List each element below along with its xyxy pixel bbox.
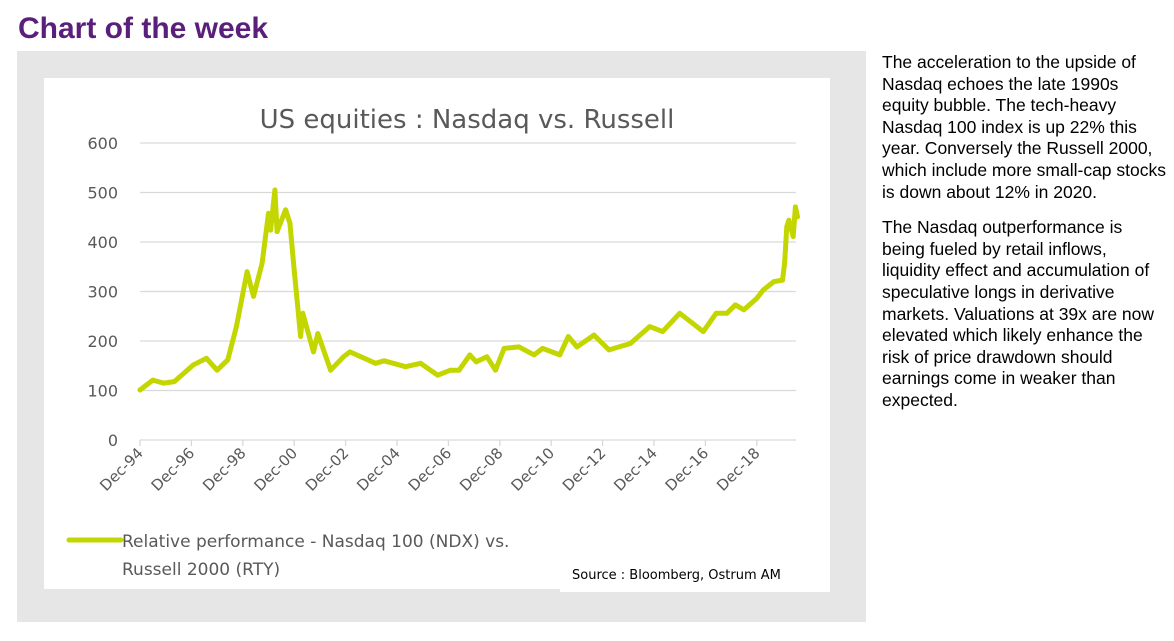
- data-point: [283, 207, 289, 213]
- data-point: [700, 329, 706, 334]
- data-point: [516, 344, 522, 350]
- y-tick-label: 600: [87, 134, 118, 153]
- data-point: [150, 377, 156, 383]
- data-point: [341, 354, 346, 360]
- data-point: [792, 204, 798, 210]
- data-point: [251, 294, 256, 299]
- data-point: [660, 329, 665, 334]
- source-text: Source : Bloomberg, Ostrum AM: [572, 568, 781, 583]
- data-point: [191, 362, 196, 368]
- x-tick-label: Dec-02: [302, 444, 353, 495]
- data-point: [565, 334, 571, 339]
- data-point: [456, 367, 462, 373]
- series-line: [137, 187, 800, 393]
- commentary: The acceleration to the upside of Nasdaq…: [882, 52, 1167, 426]
- data-point: [347, 349, 353, 355]
- data-point: [606, 347, 612, 353]
- data-point: [225, 357, 231, 363]
- data-point: [287, 220, 293, 226]
- y-tick-label: 500: [87, 184, 118, 203]
- legend: Relative performance - Nasdaq 100 (NDX) …: [66, 532, 509, 580]
- x-tick-label: Dec-18: [713, 444, 764, 495]
- data-point: [300, 310, 306, 316]
- x-tick-label: Dec-06: [405, 444, 456, 495]
- y-tick-label: 300: [87, 283, 118, 302]
- data-point: [713, 310, 719, 316]
- chart-area: US equities : Nasdaq vs. Russell 0 100 200…: [44, 78, 830, 589]
- y-tick-label: 200: [87, 332, 118, 351]
- x-tick-label: Dec-94: [96, 444, 147, 495]
- data-point: [266, 210, 271, 216]
- data-point: [259, 260, 265, 266]
- data-point: [418, 360, 423, 366]
- x-tick-label: Dec-96: [148, 444, 199, 495]
- data-point: [784, 224, 790, 230]
- data-point: [724, 310, 730, 316]
- source-note: Source : Bloomberg, Ostrum AM: [560, 563, 830, 592]
- data-point: [677, 310, 683, 316]
- data-point: [574, 344, 580, 350]
- data-point: [591, 332, 597, 338]
- data-point: [291, 267, 297, 273]
- data-point: [233, 324, 239, 330]
- line-chart: US equities : Nasdaq vs. Russell 0 100 200…: [66, 105, 800, 580]
- data-point: [647, 324, 653, 330]
- data-point: [531, 352, 537, 358]
- x-tick-label: Dec-16: [662, 444, 713, 495]
- x-tick-label: Dec-98: [199, 444, 250, 495]
- x-tick-label: Dec-10: [507, 444, 558, 495]
- y-tick-label: 0: [108, 431, 118, 450]
- data-point: [435, 372, 441, 378]
- data-point: [403, 364, 408, 370]
- data-point: [760, 287, 766, 293]
- data-point: [501, 346, 507, 351]
- data-point: [268, 227, 274, 233]
- data-point: [732, 302, 738, 308]
- data-point: [782, 260, 788, 266]
- x-tick-label: Dec-04: [353, 444, 404, 495]
- data-point: [328, 367, 334, 373]
- data-point: [690, 320, 695, 326]
- data-point: [244, 269, 250, 275]
- data-point: [137, 387, 143, 393]
- data-point: [171, 379, 177, 384]
- data-point: [484, 354, 490, 360]
- commentary-paragraph: The Nasdaq outperformance is being fuele…: [882, 217, 1155, 410]
- y-tick-label: 100: [87, 382, 118, 401]
- chart-title: US equities : Nasdaq vs. Russell: [260, 105, 675, 135]
- data-point: [790, 234, 796, 239]
- y-tick-label: 400: [87, 233, 118, 252]
- data-point: [161, 380, 166, 386]
- data-point: [315, 331, 321, 336]
- x-tick-label: Dec-12: [559, 444, 610, 495]
- legend-label-line2: Russell 2000 (RTY): [122, 560, 280, 580]
- data-point: [493, 367, 498, 373]
- data-point: [540, 346, 546, 351]
- commentary-paragraph: The acceleration to the upside of Nasdaq…: [882, 52, 1166, 202]
- data-point: [557, 352, 563, 358]
- data-point: [628, 341, 633, 346]
- x-tick-label: Dec-08: [456, 444, 507, 495]
- data-point: [786, 217, 792, 223]
- data-point: [754, 296, 760, 301]
- legend-label-line1: Relative performance - Nasdaq 100 (NDX) …: [122, 532, 509, 552]
- data-point: [373, 360, 378, 366]
- data-point: [473, 359, 479, 365]
- data-point: [780, 277, 785, 283]
- data-point: [203, 355, 209, 361]
- data-point: [448, 367, 453, 373]
- data-point: [298, 334, 304, 339]
- data-point: [741, 307, 747, 313]
- data-point: [771, 279, 777, 284]
- data-point: [381, 358, 387, 364]
- data-point: [272, 187, 278, 193]
- data-point: [214, 367, 220, 373]
- data-point: [274, 229, 280, 235]
- x-tick-label: Dec-00: [250, 444, 301, 495]
- page-title: Chart of the week: [18, 12, 269, 45]
- data-point: [311, 349, 316, 355]
- x-tick-label: Dec-14: [610, 444, 661, 495]
- data-point: [467, 352, 473, 358]
- data-point: [795, 214, 800, 220]
